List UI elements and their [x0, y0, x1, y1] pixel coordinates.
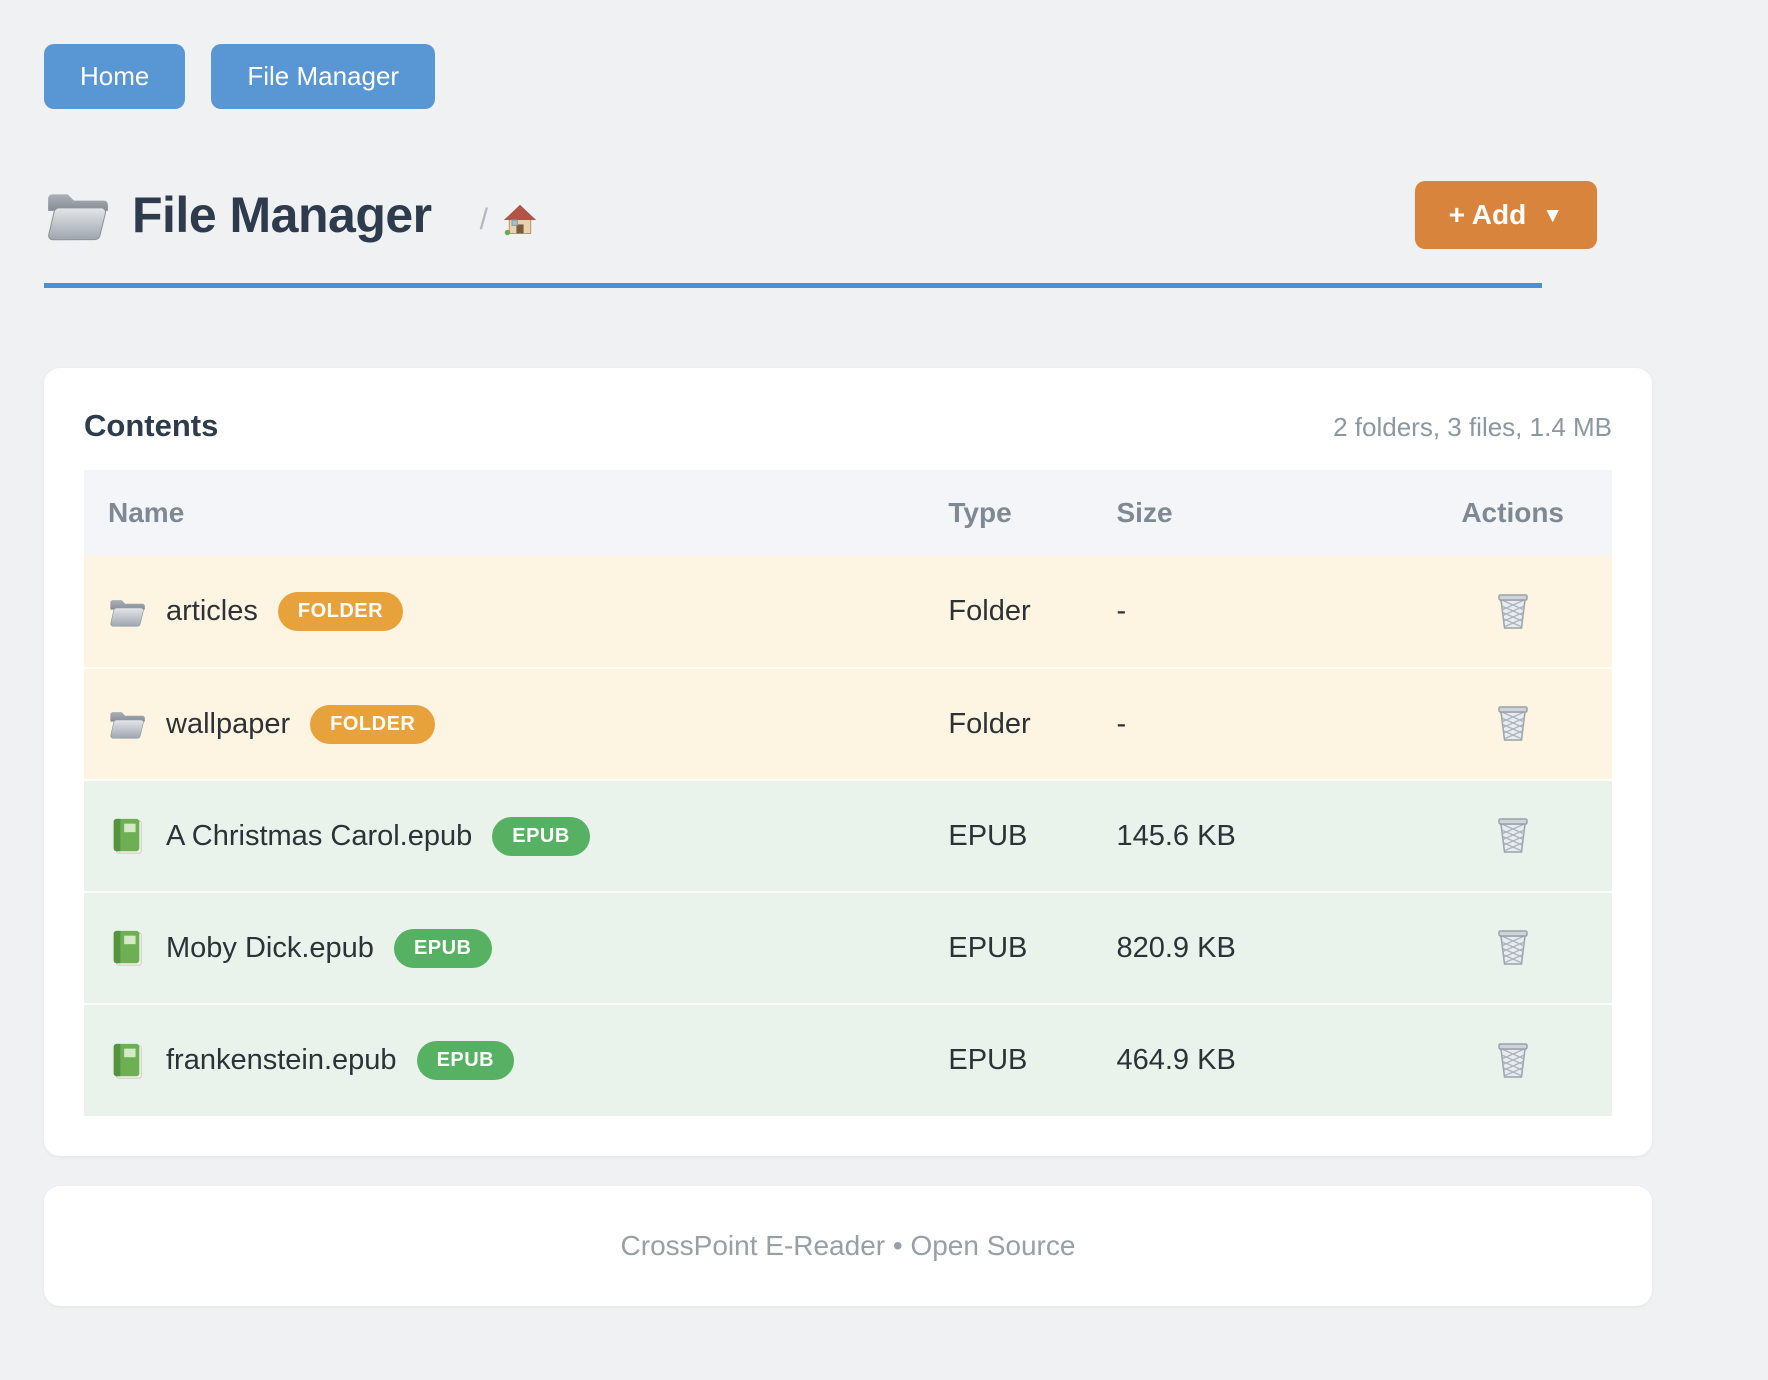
size-cell: - — [1116, 707, 1127, 740]
table-row[interactable]: A Christmas Carol.epub EPUB EPUB 145.6 K… — [84, 780, 1612, 892]
breadcrumb-separator: / — [479, 203, 488, 236]
green-book-icon — [108, 817, 146, 855]
contents-card: Contents 2 folders, 3 files, 1.4 MB Name… — [44, 368, 1652, 1156]
type-cell: Folder — [948, 595, 1031, 627]
type-cell: EPUB — [948, 819, 1028, 852]
page-header: File Manager / + Add ▼ — [44, 181, 1597, 249]
trash-icon — [1495, 1040, 1531, 1080]
table-header-row: Name Type Size Actions — [84, 470, 1612, 556]
page-container: Home File Manager File Manager / + Add ▼… — [44, 0, 1652, 1306]
add-button[interactable]: + Add ▼ — [1414, 181, 1597, 249]
size-cell: 464.9 KB — [1116, 1044, 1236, 1076]
header-divider — [44, 283, 1542, 288]
footer-text: CrossPoint E-Reader • Open Source — [620, 1230, 1076, 1261]
trash-icon — [1495, 591, 1531, 631]
file-table: Name Type Size Actions articles FOLDER — [84, 470, 1612, 1116]
home-button[interactable]: Home — [44, 44, 186, 109]
type-badge: EPUB — [492, 816, 590, 856]
file-manager-button[interactable]: File Manager — [211, 44, 436, 109]
column-header-actions: Actions — [1413, 470, 1612, 556]
folder-icon — [108, 593, 146, 631]
add-button-label: + Add — [1448, 199, 1527, 230]
delete-button[interactable] — [1489, 1034, 1537, 1086]
contents-title: Contents — [84, 408, 219, 443]
table-row[interactable]: wallpaper FOLDER Folder - — [84, 668, 1612, 780]
table-row[interactable]: frankenstein.epub EPUB EPUB 464.9 KB — [84, 1004, 1612, 1116]
contents-summary: 2 folders, 3 files, 1.4 MB — [1333, 412, 1612, 442]
trash-icon — [1495, 703, 1531, 743]
footer-card: CrossPoint E-Reader • Open Source — [44, 1186, 1652, 1306]
green-book-icon — [108, 1042, 146, 1080]
delete-button[interactable] — [1489, 697, 1537, 749]
caret-down-icon: ▼ — [1542, 204, 1563, 227]
column-header-name: Name — [84, 470, 925, 556]
green-book-icon — [108, 929, 146, 967]
size-cell: 145.6 KB — [1116, 819, 1236, 852]
type-badge: FOLDER — [310, 704, 436, 744]
folder-icon — [108, 705, 146, 743]
type-badge: FOLDER — [277, 592, 404, 631]
type-cell: Folder — [948, 707, 1031, 740]
type-cell: EPUB — [948, 931, 1028, 964]
delete-button[interactable] — [1489, 585, 1537, 637]
table-row[interactable]: articles FOLDER Folder - — [84, 556, 1612, 668]
size-cell: 820.9 KB — [1116, 931, 1236, 964]
size-cell: - — [1116, 595, 1127, 627]
type-badge: EPUB — [393, 928, 492, 968]
home-icon[interactable] — [502, 203, 538, 237]
file-name-link[interactable]: Moby Dick.epub — [166, 931, 374, 964]
column-header-type: Type — [924, 470, 1093, 556]
file-name-link[interactable]: wallpaper — [166, 707, 291, 740]
type-badge: EPUB — [416, 1041, 515, 1080]
column-header-size: Size — [1092, 470, 1414, 556]
table-row[interactable]: Moby Dick.epub EPUB EPUB 820.9 KB — [84, 892, 1612, 1004]
file-name-link[interactable]: frankenstein.epub — [166, 1044, 397, 1076]
breadcrumb: / — [480, 203, 538, 237]
top-nav: Home File Manager — [44, 44, 1652, 109]
type-cell: EPUB — [948, 1044, 1028, 1076]
page-title: File Manager — [132, 187, 432, 243]
trash-icon — [1495, 815, 1531, 855]
file-name-link[interactable]: A Christmas Carol.epub — [166, 819, 473, 852]
delete-button[interactable] — [1489, 921, 1537, 973]
folder-icon — [44, 186, 110, 244]
delete-button[interactable] — [1489, 809, 1537, 861]
trash-icon — [1495, 927, 1531, 967]
file-name-link[interactable]: articles — [166, 595, 258, 627]
